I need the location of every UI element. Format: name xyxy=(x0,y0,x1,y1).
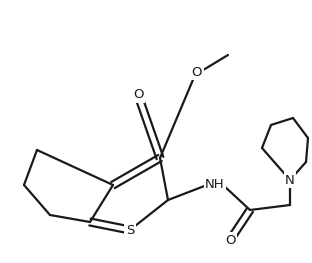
Text: O: O xyxy=(192,65,202,78)
Text: N: N xyxy=(285,174,295,186)
Text: O: O xyxy=(133,89,143,102)
Text: S: S xyxy=(126,224,134,236)
Text: O: O xyxy=(225,234,235,246)
Text: NH: NH xyxy=(205,179,225,191)
